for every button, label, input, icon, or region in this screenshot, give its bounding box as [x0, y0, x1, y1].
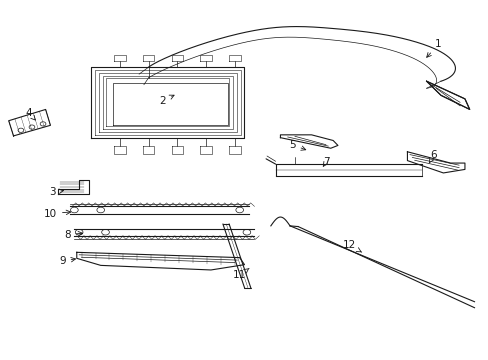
Text: 3: 3 [49, 187, 63, 197]
Text: 12: 12 [343, 240, 361, 252]
Text: 9: 9 [59, 256, 75, 266]
Text: 11: 11 [233, 268, 248, 280]
Text: 1: 1 [426, 39, 441, 57]
Text: 4: 4 [25, 108, 35, 120]
Text: 6: 6 [428, 150, 436, 163]
Text: 2: 2 [160, 95, 174, 105]
Text: 5: 5 [288, 140, 305, 150]
Text: 10: 10 [44, 208, 71, 219]
Text: 8: 8 [64, 230, 82, 240]
Text: 7: 7 [322, 157, 328, 167]
